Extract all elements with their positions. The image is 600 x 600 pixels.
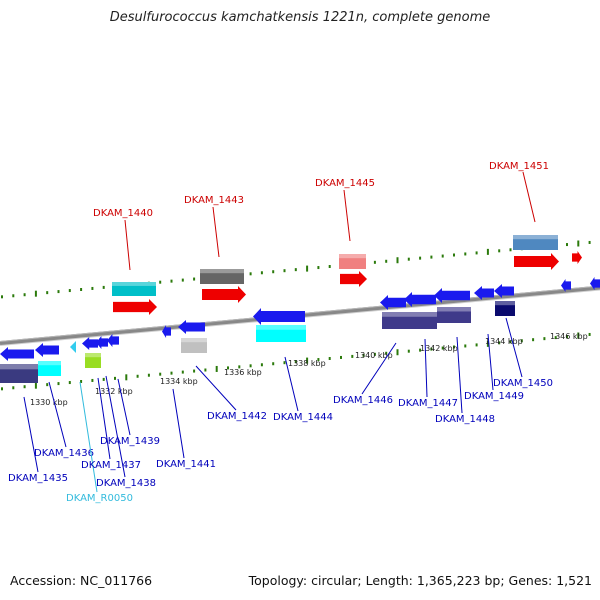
gene-label-dkam-1448: DKAM_1448 xyxy=(435,414,495,425)
gene-label-dkam-1442: DKAM_1442 xyxy=(207,411,267,422)
feature-box-dkam-1445 xyxy=(339,254,366,269)
gene-label-dkam-1441: DKAM_1441 xyxy=(156,459,216,470)
feature-box-dkam-1443-shine xyxy=(200,269,244,274)
gene-label-dkam-1439-leader xyxy=(117,378,131,436)
gene-arrow-dkam-1436 xyxy=(35,343,59,357)
gene-label-dkam-1445-leader xyxy=(343,189,351,242)
gene-label-dkam-1442-leader xyxy=(195,365,237,411)
gene-arrow-dkam-1438 xyxy=(96,336,108,349)
gene-arrow-downstream-2 xyxy=(590,277,600,290)
scale-label: 1330 kbp xyxy=(30,398,68,407)
gene-label-dkam-1449-leader xyxy=(487,333,494,391)
gene-label-dkam-1451: DKAM_1451 xyxy=(489,161,549,172)
gene-arrow-dkam-1444 xyxy=(253,308,305,325)
gene-label-dkam-1436-leader xyxy=(48,381,67,448)
feature-box-dkam-1446-shine xyxy=(382,312,437,317)
feature-box-dkam-1450-shine xyxy=(495,301,515,306)
accession-text: Accession: NC_011766 xyxy=(10,573,153,588)
feature-box-dkam-1435-shine xyxy=(0,364,38,370)
gene-label-dkam-1447: DKAM_1447 xyxy=(398,398,458,409)
genome-summary-text: Topology: circular; Length: 1,365,223 bp… xyxy=(248,573,592,588)
feature-box-dkam-1446 xyxy=(382,312,437,329)
gene-arrow-dkam-1435 xyxy=(0,347,34,361)
scale-label: 1344 kbp xyxy=(485,337,523,346)
gene-label-dkam-1437: DKAM_1437 xyxy=(81,460,141,471)
gene-label-dkam-1441-leader xyxy=(172,388,185,459)
gene-arrow-dkam-1446 xyxy=(380,295,406,310)
gene-label-dkam-1438-leader xyxy=(105,375,126,478)
gene-label-dkam-1435-leader xyxy=(23,396,39,473)
gene-label-dkam-1437-leader xyxy=(97,377,111,460)
gene-arrow-dkam-1448 xyxy=(434,288,470,303)
gene-features xyxy=(0,235,600,383)
gene-label-dkam-1435: DKAM_1435 xyxy=(8,473,68,484)
genome-title: Desulfurococcus kamchatkensis 1221n, com… xyxy=(109,10,491,25)
scale-label: 1346 kbp xyxy=(550,332,588,341)
feature-box-dkam-1443 xyxy=(200,269,244,284)
feature-box-dkam-1448 xyxy=(437,307,471,323)
feature-box-dkam-1436-shine xyxy=(38,361,61,366)
gene-label-dkam-1451-leader xyxy=(522,171,536,223)
scale-label: 1334 kbp xyxy=(160,377,198,386)
gene-arrow-dkam-1445 xyxy=(340,271,367,287)
gene-arrow-dkam-1451 xyxy=(514,253,559,270)
gene-arrow-dkam-1450 xyxy=(494,284,514,298)
gene-arrow-dkam-1439 xyxy=(107,334,119,347)
gene-labels: DKAM_1440 DKAM_1443 DKAM_1445 DKAM_1451 DKAM… xyxy=(8,161,553,504)
gene-arrow-dkam-1447 xyxy=(404,292,436,307)
gene-arrow-dkam-1437 xyxy=(82,337,98,350)
feature-box-dkam-1448-shine xyxy=(437,307,471,312)
gene-label-dkam-1447-leader xyxy=(424,338,428,398)
gene-label-dkam-1444-leader xyxy=(284,356,299,412)
gene-arrow-dkam-1441 xyxy=(162,325,171,338)
gene-label-dkam-1446-leader xyxy=(361,342,397,395)
feature-box-dkam-1451-shine xyxy=(513,235,558,240)
gene-arrow-dkam-1449 xyxy=(474,286,494,300)
gene-label-dkam-1444: DKAM_1444 xyxy=(273,412,333,423)
scale-label: 1342 kbp xyxy=(420,344,458,353)
tick-marks: 1330 kbp 1332 kbp 1334 kbp 1336 kbp 1338 kbp… xyxy=(1,240,591,407)
gene-label-dkam-r0050: DKAM_R0050 xyxy=(66,493,133,504)
gene-arrow-dkam-1443 xyxy=(202,286,246,303)
gene-label-dkam-1438: DKAM_1438 xyxy=(96,478,156,489)
gene-arrow-dkam-1440 xyxy=(113,299,157,315)
feature-box-dkam-1435 xyxy=(0,364,38,383)
gene-label-dkam-1448-leader xyxy=(456,336,463,414)
gene-label-dkam-1443: DKAM_1443 xyxy=(184,195,244,206)
feature-box-dkam-1440 xyxy=(112,282,156,296)
feature-box-dkam-1450 xyxy=(495,301,515,316)
gene-arrow-downstream-1 xyxy=(561,279,571,292)
gene-label-dkam-1440-leader xyxy=(124,219,131,271)
feature-box-dkam-1445-shine xyxy=(339,254,366,259)
gene-label-dkam-1450: DKAM_1450 xyxy=(493,378,553,389)
gene-label-dkam-1450-leader xyxy=(505,317,523,378)
gene-label-dkam-1439: DKAM_1439 xyxy=(100,436,160,447)
gene-label-dkam-1443-leader xyxy=(212,206,220,258)
feature-box-dkam-1437-shine xyxy=(85,353,101,358)
gene-label-dkam-1436: DKAM_1436 xyxy=(34,448,94,459)
feature-box-dkam-1436 xyxy=(38,361,61,376)
gene-label-dkam-1446: DKAM_1446 xyxy=(333,395,393,406)
gene-label-dkam-1440: DKAM_1440 xyxy=(93,208,153,219)
gene-arrow-dkam-1442 xyxy=(178,320,205,334)
feature-box-dkam-1442 xyxy=(181,338,207,353)
rna-arrow-dkam-r0050 xyxy=(70,341,76,353)
feature-box-dkam-1444-shine xyxy=(256,325,306,330)
feature-box-dkam-1437 xyxy=(85,353,101,368)
gene-arrow-upstream xyxy=(572,251,582,264)
scale-label: 1340 kbp xyxy=(355,351,393,360)
scale-label: 1332 kbp xyxy=(95,387,133,396)
scale-label: 1336 kbp xyxy=(224,368,262,377)
gene-label-dkam-1449: DKAM_1449 xyxy=(464,391,524,402)
feature-box-dkam-1451 xyxy=(513,235,558,250)
scale-label: 1338 kbp xyxy=(288,359,326,368)
feature-box-dkam-1440-shine xyxy=(112,282,156,286)
gene-label-dkam-r0050-leader xyxy=(79,381,98,493)
feature-box-dkam-1442-shine xyxy=(181,338,207,343)
gene-label-dkam-1445: DKAM_1445 xyxy=(315,178,375,189)
feature-box-dkam-1444 xyxy=(256,325,306,342)
